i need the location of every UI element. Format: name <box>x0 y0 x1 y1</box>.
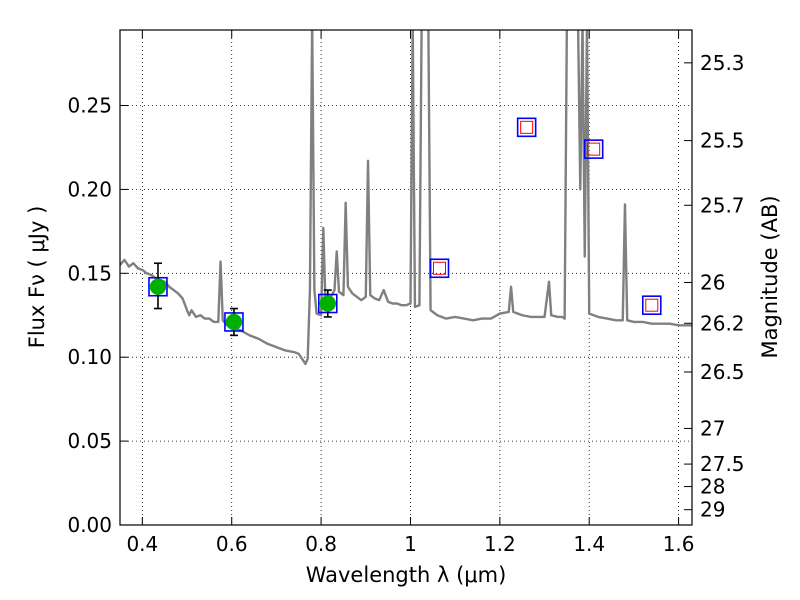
mag-tick-label: 25.3 <box>700 51 745 75</box>
mag-tick-label: 28 <box>700 475 725 499</box>
model-point <box>433 261 447 275</box>
x-tick-label: 1.6 <box>663 532 695 556</box>
plot-area <box>120 30 692 366</box>
x-tick-label: 0.6 <box>216 532 248 556</box>
mag-tick-label: 29 <box>700 498 725 522</box>
model-band-box <box>641 295 662 315</box>
x-tick-label: 1.2 <box>484 532 516 556</box>
x-tick-label: 0.4 <box>126 532 158 556</box>
x-tick-label: 0.8 <box>305 532 337 556</box>
y-axis-title-right: Magnitude (AB) <box>758 195 782 358</box>
y-tick-label: 0.00 <box>67 513 112 537</box>
x-axis-title: Wavelength λ (μm) <box>306 563 507 587</box>
mag-tick-label: 27 <box>700 416 725 440</box>
x-tick-label: 1.4 <box>573 532 605 556</box>
mag-tick-label: 26 <box>700 270 725 294</box>
model-band-box <box>583 139 604 159</box>
y-tick-label: 0.10 <box>67 345 112 369</box>
y-tick-label: 0.05 <box>67 429 112 453</box>
model-point <box>645 298 659 312</box>
y-tick-label: 0.20 <box>67 177 112 201</box>
observed-point <box>149 278 167 295</box>
plot-frame <box>119 29 693 526</box>
grid <box>120 30 692 526</box>
y-tick-label: 0.25 <box>67 94 112 118</box>
markers <box>148 117 662 337</box>
mag-tick-label: 25.5 <box>700 129 745 153</box>
y-axis-title-left: Flux Fν ( μJy ) <box>25 206 49 349</box>
x-tick-label: 1 <box>404 532 417 556</box>
ticks: 0.4 0.6 0.8 1 1.2 1.4 1.6 0.00 0.05 0.10 0.15 0.20 0… <box>67 30 745 556</box>
observed-point <box>319 295 337 312</box>
y-tick-label: 0.15 <box>67 261 112 285</box>
model-point <box>520 120 534 134</box>
mag-tick-label: 25.7 <box>700 193 745 217</box>
mag-tick-label: 26.2 <box>700 311 745 335</box>
mag-tick-label: 27.5 <box>700 452 745 476</box>
model-band-box <box>429 258 450 279</box>
model-band-box <box>516 117 537 138</box>
model-point <box>587 142 601 156</box>
mag-tick-label: 26.5 <box>700 360 745 384</box>
observed-point <box>225 313 243 331</box>
model-spectrum-line <box>120 30 692 366</box>
